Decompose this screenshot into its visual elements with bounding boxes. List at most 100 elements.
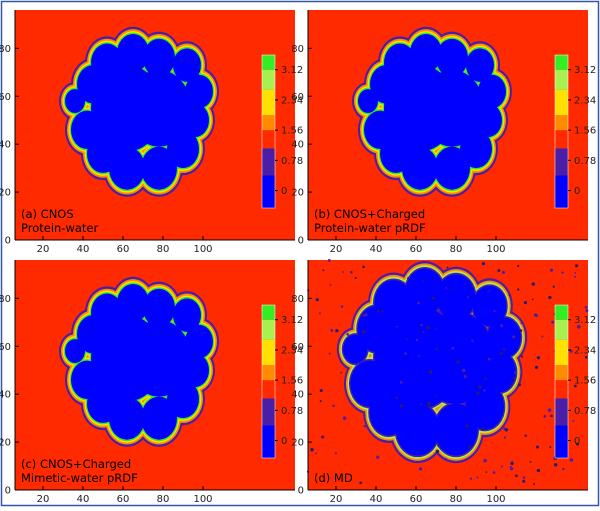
field-speck <box>499 351 503 356</box>
field-speck <box>362 265 365 269</box>
field-speck <box>427 404 431 408</box>
colorbar-segment <box>262 130 275 149</box>
field-speck <box>503 427 507 431</box>
colorbar-tick-label: 2.34 <box>281 95 303 106</box>
field-speck <box>431 296 435 300</box>
field-speck <box>510 461 514 466</box>
field-speck <box>435 449 440 454</box>
field-speck <box>446 266 449 269</box>
field-speck <box>342 416 347 420</box>
colorbar-tick-label: 3.12 <box>281 65 303 76</box>
field-speck <box>500 324 504 328</box>
field-region <box>436 274 476 321</box>
field-region <box>185 324 213 359</box>
x-tick-label: 100 <box>486 494 505 505</box>
field-speck <box>469 477 472 480</box>
colorbar-tick-label: 3.12 <box>281 315 303 326</box>
colorbar-segment <box>262 319 275 340</box>
field-region <box>436 38 468 78</box>
field-speck <box>471 339 474 342</box>
field-speck <box>435 395 437 398</box>
field-speck <box>523 301 528 305</box>
field-speck <box>543 414 547 418</box>
field-speck <box>420 324 423 327</box>
colorbar-tick-label: 2.34 <box>574 345 596 356</box>
field-speck <box>522 479 526 483</box>
y-tick-label: 40 <box>0 390 11 401</box>
field-speck <box>363 414 366 417</box>
field-speck <box>535 445 540 449</box>
field-region <box>434 403 478 456</box>
x-tick-label: 20 <box>330 494 343 505</box>
y-tick-label: 20 <box>0 438 11 449</box>
y-tick-label: 20 <box>291 188 304 199</box>
colorbar-segment <box>262 148 275 176</box>
field-speck <box>492 471 496 474</box>
field-speck <box>584 305 588 309</box>
field-speck <box>445 287 448 289</box>
x-tick-label: 20 <box>37 244 50 255</box>
colorbar-segment <box>262 398 275 426</box>
field-speck <box>315 298 319 302</box>
field-speck <box>478 385 482 389</box>
colorbar-segment <box>555 319 568 340</box>
field-speck <box>381 310 384 313</box>
field-speck <box>399 380 403 384</box>
field-speck <box>399 404 404 408</box>
x-tick-label: 100 <box>486 244 505 255</box>
field-speck <box>519 329 523 333</box>
field-speck <box>435 327 438 330</box>
colorbar-segment <box>262 305 275 320</box>
colorbar-tick-label: 2.34 <box>574 95 596 106</box>
field-speck <box>407 277 410 280</box>
field-speck <box>419 467 423 471</box>
colorbar-segment <box>262 89 275 116</box>
colorbar-tick-label: 0 <box>281 436 287 447</box>
field-speck <box>487 357 491 361</box>
field-speck <box>509 384 512 387</box>
field-speck <box>487 289 490 293</box>
field-speck <box>466 296 469 299</box>
panel: 20 40 60 80 100 0 20 40 60 80 0 0.78 1.56 2.34 3.12 (d)… <box>291 258 596 505</box>
field-speck <box>522 476 526 479</box>
y-tick-label: 20 <box>291 438 304 449</box>
y-tick-label: 40 <box>291 140 304 151</box>
panel: 20 40 60 80 100 0 20 40 60 80 0 0.78 1.56 2.34 3.12 (a)… <box>0 10 303 255</box>
colorbar-frame <box>261 54 276 209</box>
field-speck <box>340 371 342 374</box>
panel-label: Mimetic-water pRDF <box>21 471 138 485</box>
field-region <box>173 48 201 82</box>
field-speck <box>577 325 581 329</box>
field-speck <box>362 314 365 317</box>
field-speck <box>569 458 574 462</box>
field-speck <box>456 360 460 364</box>
field-speck <box>524 434 527 437</box>
field-speck <box>395 325 398 328</box>
field-speck <box>553 463 558 467</box>
colorbar-segment <box>262 175 275 208</box>
field-region <box>487 317 521 358</box>
colorbar-segment <box>262 380 275 399</box>
field-region <box>173 298 201 332</box>
field-speck <box>572 419 575 422</box>
field-region <box>434 146 470 190</box>
field-speck <box>346 333 349 336</box>
field-speck <box>493 309 496 313</box>
field-speck <box>549 268 554 272</box>
y-tick-label: 60 <box>0 342 11 353</box>
colorbar-tick-label: 0.78 <box>574 406 596 417</box>
x-tick-label: 80 <box>450 494 463 505</box>
colorbar-segment <box>555 89 568 116</box>
field-speck <box>547 408 552 412</box>
field-speck <box>376 309 380 313</box>
field-speck <box>321 435 325 439</box>
field-speck <box>426 326 430 330</box>
field-speck <box>444 457 448 461</box>
panel-label: Protein-water <box>21 221 98 235</box>
field-speck <box>428 370 433 374</box>
field-speck <box>376 455 380 459</box>
field-speck <box>340 305 344 308</box>
field-speck <box>521 355 524 358</box>
field-speck <box>501 270 505 274</box>
field-speck <box>533 483 536 486</box>
